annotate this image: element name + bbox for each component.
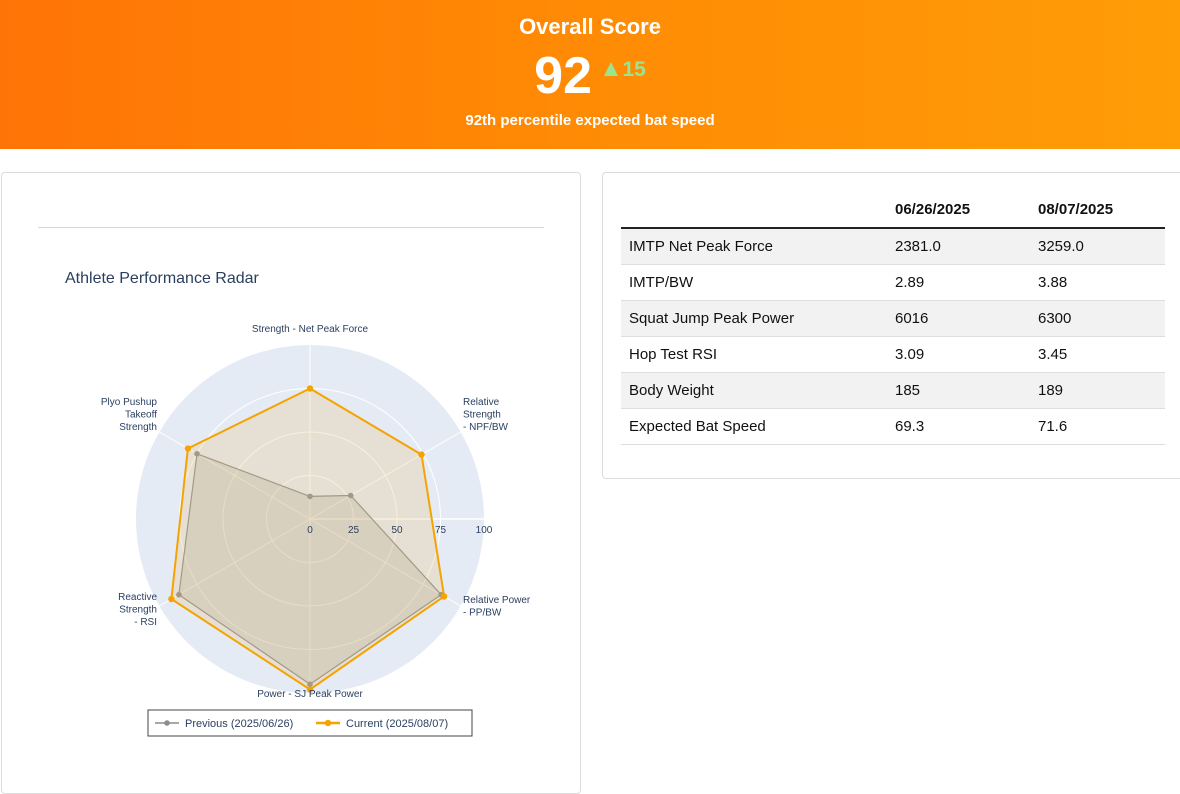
table-row: Expected Bat Speed 69.3 71.6 — [621, 408, 1165, 445]
previous-series-point — [307, 493, 313, 500]
column-header-previous: 06/26/2025 — [887, 191, 1030, 229]
overall-score-title: Overall Score — [519, 14, 661, 39]
current-value: 6300 — [1030, 300, 1165, 337]
card-divider — [38, 227, 544, 228]
overall-score-value: 92 — [534, 47, 593, 105]
chart-legend — [147, 709, 473, 737]
score-row: 92 15 — [0, 48, 1180, 104]
score-delta-value: 15 — [622, 58, 646, 81]
radar-chart-card: Athlete Performance Radar 0 25 50 75 100 Stre… — [1, 172, 581, 794]
previous-value: 69.3 — [887, 408, 1030, 445]
radial-tick-label: 0 — [307, 525, 313, 536]
previous-series-point — [307, 681, 313, 688]
legend-current-label: Current (2025/08/07) — [346, 718, 448, 730]
category-label: Relative Power — [463, 595, 531, 606]
overall-score-banner: Overall Score 92 15 92th percentile expe… — [0, 0, 1180, 149]
current-series-point — [168, 595, 175, 603]
legend-previous-swatch-marker — [164, 720, 170, 726]
table-header-row: 06/26/2025 08/07/2025 — [621, 191, 1165, 229]
chart-title: Athlete Performance Radar — [65, 270, 260, 287]
table-row: Hop Test RSI 3.09 3.45 — [621, 336, 1165, 373]
radial-tick-label: 100 — [476, 525, 493, 536]
previous-value: 6016 — [887, 300, 1030, 337]
table-row: Body Weight 185 189 — [621, 372, 1165, 409]
current-series-point — [306, 385, 314, 392]
current-value: 3.45 — [1030, 336, 1165, 373]
current-value: 189 — [1030, 372, 1165, 409]
metrics-table: 06/26/2025 08/07/2025 IMTP Net Peak Forc… — [621, 191, 1165, 445]
previous-value: 2.89 — [887, 264, 1030, 301]
previous-value: 2381.0 — [887, 228, 1030, 265]
current-value: 3259.0 — [1030, 228, 1165, 265]
table-row: IMTP/BW 2.89 3.88 — [621, 264, 1165, 301]
category-label: Relative — [463, 397, 500, 408]
previous-value: 3.09 — [887, 336, 1030, 373]
category-label: Plyo Pushup — [101, 397, 158, 408]
metric-name: Body Weight — [621, 372, 887, 409]
percentile-subtitle: 92th percentile expected bat speed — [465, 112, 715, 129]
legend-current-swatch-marker — [324, 719, 332, 727]
previous-series-point — [194, 450, 200, 457]
metric-name: IMTP/BW — [621, 264, 887, 301]
table-row: Squat Jump Peak Power 6016 6300 — [621, 300, 1165, 337]
category-label: - PP/BW — [463, 608, 502, 619]
category-label: Strength — [119, 422, 157, 433]
triangle-up-icon — [604, 62, 619, 76]
current-value: 71.6 — [1030, 408, 1165, 445]
column-header-current: 08/07/2025 — [1030, 191, 1165, 229]
category-label: Power - SJ Peak Power — [257, 689, 363, 700]
metric-name: Hop Test RSI — [621, 336, 887, 373]
column-header-metric — [621, 191, 887, 229]
score-delta: 15 — [604, 42, 646, 98]
current-series-point — [440, 593, 448, 600]
radial-tick-label: 50 — [391, 525, 403, 536]
table-row: IMTP Net Peak Force 2381.0 3259.0 — [621, 228, 1165, 265]
legend-previous-label: Previous (2025/06/26) — [185, 718, 293, 730]
category-label: Strength — [463, 410, 501, 421]
category-label: Strength — [119, 605, 157, 616]
previous-value: 185 — [887, 372, 1030, 409]
previous-series-point — [176, 591, 182, 598]
metric-name: Squat Jump Peak Power — [621, 300, 887, 337]
current-series-point — [306, 686, 314, 693]
radial-tick-label: 75 — [435, 525, 447, 536]
category-label: Strength - Net Peak Force — [252, 324, 369, 335]
current-value: 3.88 — [1030, 264, 1165, 301]
radar-chart: Athlete Performance Radar 0 25 50 75 100 Stre… — [65, 270, 531, 737]
metrics-table-card: 06/26/2025 08/07/2025 IMTP Net Peak Forc… — [602, 172, 1180, 479]
previous-series-point — [347, 492, 354, 499]
metric-name: Expected Bat Speed — [621, 408, 887, 445]
category-label: Takeoff — [125, 410, 157, 421]
category-label: - RSI — [134, 617, 157, 628]
category-label: - NPF/BW — [463, 422, 509, 433]
metric-name: IMTP Net Peak Force — [621, 228, 887, 265]
category-label: Reactive — [118, 592, 157, 603]
current-series-point — [418, 451, 425, 458]
current-series-point — [184, 445, 192, 452]
radial-tick-label: 25 — [348, 525, 360, 536]
